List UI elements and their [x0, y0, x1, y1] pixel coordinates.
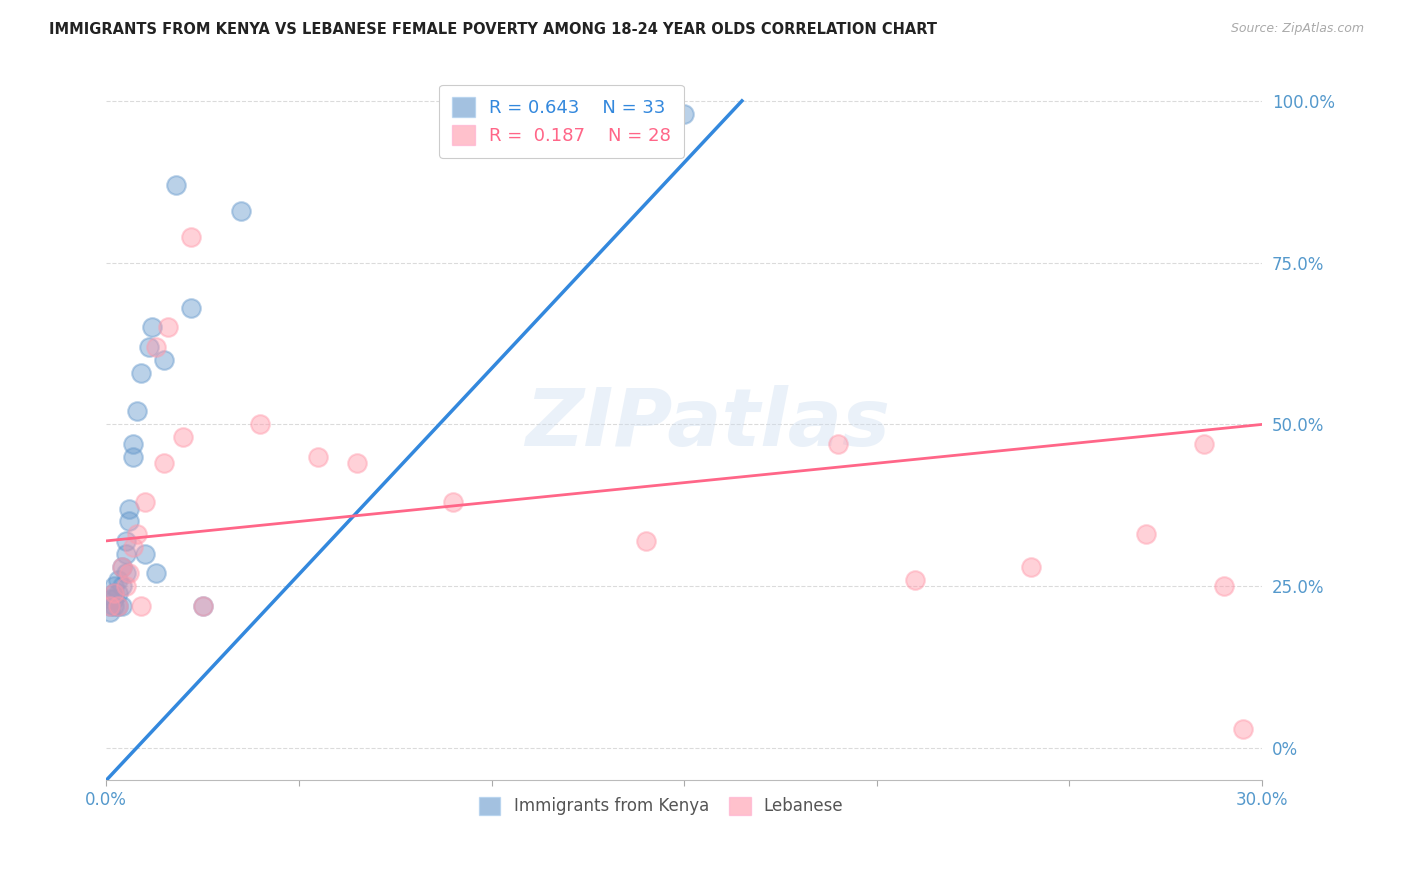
Point — [153, 352, 176, 367]
Point — [138, 340, 160, 354]
Point — [98, 599, 121, 613]
Point — [827, 437, 849, 451]
Point — [103, 592, 125, 607]
Point — [114, 547, 136, 561]
Legend: Immigrants from Kenya, Lebanese: Immigrants from Kenya, Lebanese — [468, 787, 853, 825]
Text: IMMIGRANTS FROM KENYA VS LEBANESE FEMALE POVERTY AMONG 18-24 YEAR OLDS CORRELATI: IMMIGRANTS FROM KENYA VS LEBANESE FEMALE… — [49, 22, 938, 37]
Point — [172, 430, 194, 444]
Point — [1135, 527, 1157, 541]
Point — [1019, 559, 1042, 574]
Text: Source: ZipAtlas.com: Source: ZipAtlas.com — [1230, 22, 1364, 36]
Point — [180, 229, 202, 244]
Point — [107, 573, 129, 587]
Point — [111, 579, 134, 593]
Point — [114, 533, 136, 548]
Point — [129, 366, 152, 380]
Point — [153, 456, 176, 470]
Point — [904, 573, 927, 587]
Point — [156, 320, 179, 334]
Point — [98, 605, 121, 619]
Point — [634, 533, 657, 548]
Point — [191, 599, 214, 613]
Point — [441, 495, 464, 509]
Point — [141, 320, 163, 334]
Point — [1212, 579, 1234, 593]
Point — [129, 599, 152, 613]
Point — [118, 501, 141, 516]
Point — [122, 541, 145, 555]
Point — [103, 599, 125, 613]
Point — [346, 456, 368, 470]
Point — [111, 559, 134, 574]
Point — [229, 203, 252, 218]
Point — [114, 579, 136, 593]
Point — [107, 585, 129, 599]
Point — [103, 579, 125, 593]
Point — [1232, 722, 1254, 736]
Point — [114, 566, 136, 581]
Point — [125, 527, 148, 541]
Point — [134, 547, 156, 561]
Point — [1194, 437, 1216, 451]
Point — [145, 566, 167, 581]
Point — [103, 585, 125, 599]
Point — [107, 599, 129, 613]
Point — [122, 437, 145, 451]
Point — [125, 404, 148, 418]
Point — [165, 178, 187, 192]
Point — [307, 450, 329, 464]
Point — [249, 417, 271, 432]
Point — [145, 340, 167, 354]
Point — [673, 107, 696, 121]
Point — [107, 599, 129, 613]
Point — [98, 599, 121, 613]
Point — [134, 495, 156, 509]
Point — [98, 592, 121, 607]
Point — [111, 559, 134, 574]
Point — [118, 515, 141, 529]
Point — [111, 599, 134, 613]
Point — [122, 450, 145, 464]
Text: ZIPatlas: ZIPatlas — [524, 385, 890, 464]
Point — [118, 566, 141, 581]
Point — [191, 599, 214, 613]
Point — [441, 139, 464, 153]
Point — [180, 301, 202, 315]
Point — [103, 585, 125, 599]
